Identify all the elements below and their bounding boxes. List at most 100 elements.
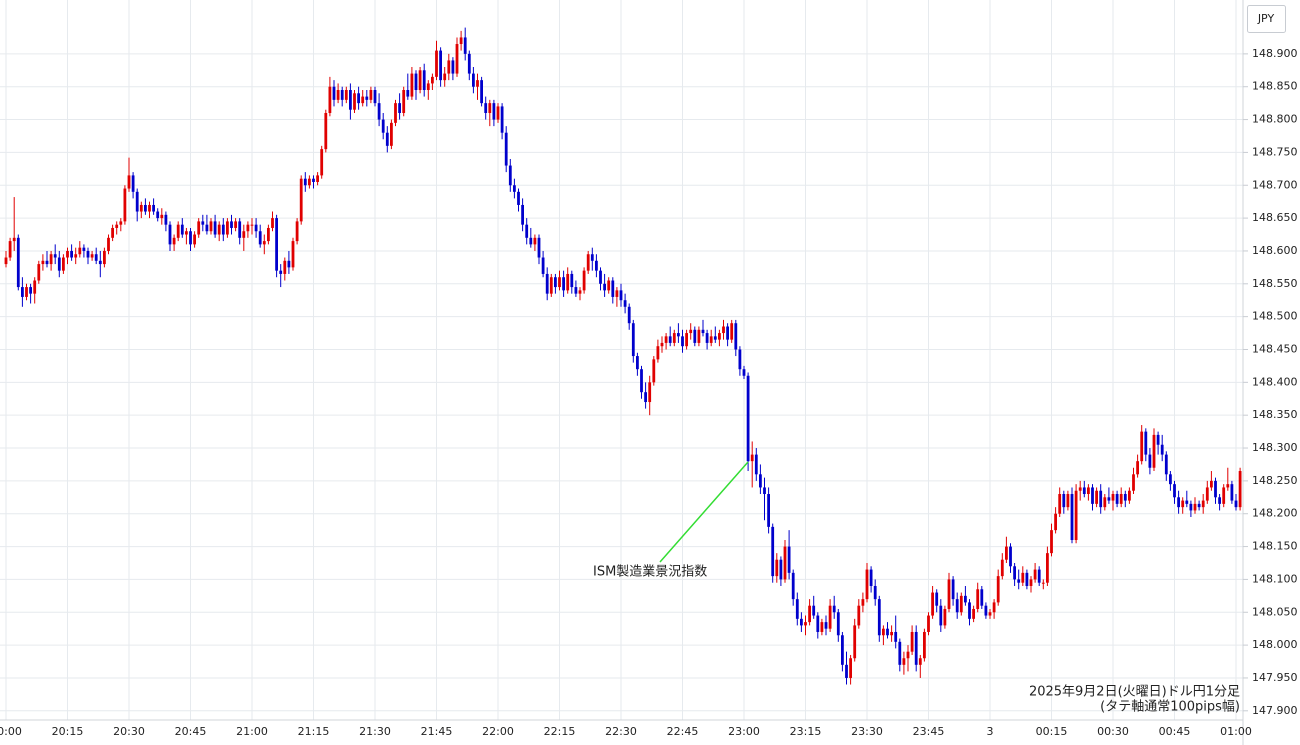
candle-body <box>685 333 688 347</box>
candle-body <box>1169 474 1172 485</box>
candle-body <box>402 90 406 113</box>
candle-body <box>144 204 147 212</box>
candle-body <box>443 73 447 81</box>
candle-body <box>299 178 303 222</box>
candle-body <box>656 346 660 360</box>
currency-box[interactable] <box>1247 5 1286 33</box>
candle-body <box>230 221 233 228</box>
x-tick-label: 21:00 <box>236 725 268 738</box>
candle-body <box>549 277 553 294</box>
x-tick-label: 23:30 <box>851 725 883 738</box>
candle-body <box>828 605 832 629</box>
candle-body <box>148 204 151 212</box>
candle-body <box>611 280 615 297</box>
candle-body <box>1095 490 1098 504</box>
candle-body <box>718 333 721 340</box>
candle-body <box>984 605 988 616</box>
candle-body <box>275 218 278 271</box>
candle-body <box>410 73 414 97</box>
y-tick-label: 148.900 <box>1252 47 1298 60</box>
candle-body <box>1132 474 1135 491</box>
candle-body <box>787 546 791 573</box>
candle-body <box>996 576 1000 603</box>
candle-body <box>33 280 37 294</box>
y-tick-label: 147.900 <box>1252 704 1298 717</box>
candle-body <box>746 375 750 462</box>
candle-body <box>775 559 779 577</box>
y-tick-label: 148.800 <box>1252 113 1298 126</box>
candle-body <box>1033 569 1037 580</box>
candle-body <box>500 106 504 133</box>
x-tick-label: 23:15 <box>790 725 822 738</box>
candle-body <box>1214 480 1217 498</box>
candle-body <box>1152 434 1156 468</box>
candle-body <box>1238 471 1242 508</box>
y-tick-label: 148.100 <box>1252 572 1298 585</box>
candle-body <box>693 329 697 343</box>
candle-body <box>812 605 816 616</box>
candle-body <box>820 622 824 632</box>
candle-body <box>525 224 529 238</box>
candle-body <box>627 306 631 324</box>
candle-body <box>1189 503 1193 511</box>
candle-body <box>135 191 139 212</box>
candle-body <box>168 224 172 245</box>
candle-body <box>1062 494 1066 508</box>
candle-body <box>832 605 836 613</box>
candle-body <box>791 572 795 600</box>
candle-body <box>517 191 520 205</box>
candle-body <box>467 53 471 74</box>
candle-body <box>541 257 545 274</box>
candle-body <box>455 44 459 74</box>
candle-body <box>242 231 246 238</box>
candle-body <box>66 250 69 258</box>
x-tick-label: 3 <box>987 725 994 738</box>
candle-body <box>258 231 262 245</box>
candle-body <box>677 333 680 337</box>
candle-body <box>943 608 947 626</box>
candle-body <box>74 254 78 258</box>
candle-body <box>988 612 992 616</box>
candle-body <box>37 264 41 281</box>
candle-body <box>734 323 738 350</box>
axes: 147.900 147.950 148.000 148.050 148.100 148.1… <box>0 47 1298 738</box>
candle-body <box>283 260 287 274</box>
candle-body <box>476 80 479 87</box>
chart-note: (タテ軸通常100pips幅) <box>1100 700 1240 715</box>
candle-body <box>226 221 229 235</box>
candle-body <box>537 237 541 258</box>
candle-body <box>287 260 291 268</box>
y-tick-label: 148.150 <box>1252 540 1298 553</box>
candle-body <box>586 254 590 271</box>
candle-body <box>709 336 713 343</box>
candle-body <box>328 86 332 113</box>
candle-body <box>533 237 537 245</box>
candle-body <box>849 658 852 678</box>
x-tick-label: 00:45 <box>1159 725 1191 738</box>
x-tick-label: 23:45 <box>913 725 945 738</box>
candle-body <box>119 221 123 225</box>
candle-body <box>49 254 53 265</box>
candle-body <box>730 323 734 340</box>
candle-body <box>644 392 647 403</box>
y-tick-label: 148.200 <box>1252 507 1298 520</box>
candle-body <box>57 257 61 271</box>
candle-body <box>972 608 975 619</box>
candle-body <box>947 579 951 609</box>
candle-body <box>578 290 582 294</box>
candle-body <box>570 273 574 288</box>
y-tick-label: 148.550 <box>1252 277 1298 290</box>
candle-body <box>726 326 729 340</box>
candle-body <box>472 73 475 87</box>
candle-body <box>861 599 865 606</box>
candle-body <box>906 651 910 659</box>
candle-body <box>660 342 664 347</box>
candle-body <box>504 132 508 166</box>
candle-body <box>492 103 496 120</box>
candle-body <box>939 605 943 626</box>
candle-body <box>180 224 184 235</box>
candle-body <box>615 290 619 297</box>
candle-body <box>418 70 422 90</box>
candle-body <box>607 280 611 291</box>
